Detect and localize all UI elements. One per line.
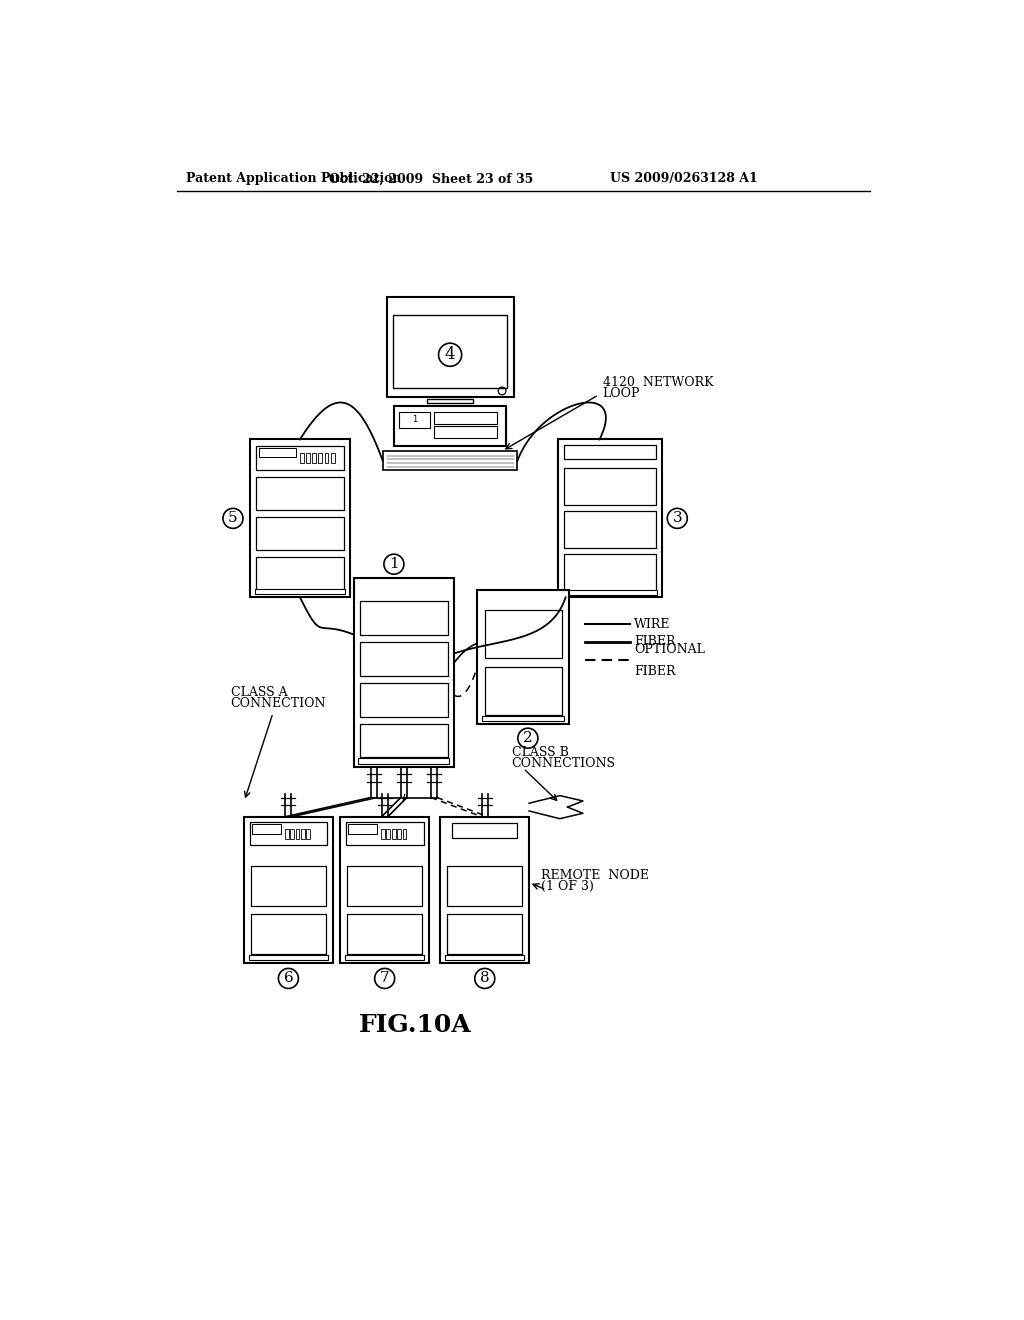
Text: REMOTE  NODE: REMOTE NODE bbox=[541, 869, 649, 882]
Text: 1: 1 bbox=[389, 557, 398, 572]
Bar bbox=[447, 913, 522, 954]
Text: CLASS B: CLASS B bbox=[512, 746, 568, 759]
Bar bbox=[482, 715, 564, 721]
Text: 1: 1 bbox=[412, 416, 417, 425]
Bar bbox=[345, 954, 424, 960]
Bar bbox=[251, 913, 326, 954]
Bar bbox=[447, 866, 522, 906]
Bar bbox=[360, 723, 447, 758]
Bar bbox=[347, 913, 422, 954]
Bar bbox=[251, 866, 326, 906]
Text: Oct. 22, 2009  Sheet 23 of 35: Oct. 22, 2009 Sheet 23 of 35 bbox=[329, 173, 532, 185]
Bar bbox=[256, 446, 344, 470]
Bar bbox=[306, 829, 310, 840]
Bar bbox=[399, 412, 430, 428]
Bar bbox=[301, 829, 305, 840]
Bar bbox=[249, 954, 328, 960]
Bar bbox=[564, 445, 655, 459]
Bar bbox=[387, 297, 514, 397]
Text: 8: 8 bbox=[480, 972, 489, 986]
Bar bbox=[440, 817, 529, 964]
Bar bbox=[393, 314, 508, 388]
Text: 6: 6 bbox=[284, 972, 293, 986]
Bar bbox=[346, 822, 424, 845]
Text: 4: 4 bbox=[444, 346, 456, 363]
Bar bbox=[477, 590, 569, 725]
Bar bbox=[564, 511, 655, 548]
Text: CONNECTIONS: CONNECTIONS bbox=[512, 756, 615, 770]
Bar bbox=[252, 825, 282, 834]
Bar bbox=[360, 642, 447, 676]
Text: FIG.10A: FIG.10A bbox=[359, 1012, 472, 1036]
Bar bbox=[256, 477, 344, 510]
Bar bbox=[300, 453, 304, 463]
Bar bbox=[347, 866, 422, 906]
Text: (1 OF 3): (1 OF 3) bbox=[541, 880, 594, 892]
Bar bbox=[562, 590, 657, 595]
Bar bbox=[394, 405, 506, 446]
Bar bbox=[558, 440, 662, 598]
Bar bbox=[386, 829, 390, 840]
Bar bbox=[256, 557, 344, 590]
Text: WIRE: WIRE bbox=[634, 618, 671, 631]
Text: 4120  NETWORK: 4120 NETWORK bbox=[602, 376, 713, 389]
Bar bbox=[250, 822, 328, 845]
Bar bbox=[381, 829, 385, 840]
Bar bbox=[348, 825, 378, 834]
Bar bbox=[318, 453, 323, 463]
Bar bbox=[312, 453, 316, 463]
Text: OPTIONAL: OPTIONAL bbox=[634, 643, 705, 656]
Bar bbox=[354, 578, 454, 767]
Text: 2: 2 bbox=[523, 731, 532, 746]
Text: CLASS A: CLASS A bbox=[230, 686, 288, 700]
Text: US 2009/0263128 A1: US 2009/0263128 A1 bbox=[609, 173, 758, 185]
Text: 7: 7 bbox=[380, 972, 389, 986]
Bar bbox=[255, 589, 345, 594]
Bar bbox=[360, 601, 447, 635]
Text: 5: 5 bbox=[228, 511, 238, 525]
Bar bbox=[244, 817, 333, 964]
Bar bbox=[402, 829, 407, 840]
Bar bbox=[256, 517, 344, 549]
Text: 3: 3 bbox=[673, 511, 682, 525]
Text: LOOP: LOOP bbox=[602, 387, 640, 400]
Bar bbox=[564, 554, 655, 591]
Bar bbox=[360, 682, 447, 717]
Bar bbox=[331, 453, 335, 463]
Bar bbox=[259, 447, 296, 457]
Bar bbox=[434, 412, 497, 424]
Bar bbox=[290, 829, 294, 840]
Bar bbox=[306, 453, 310, 463]
Text: Patent Application Publication: Patent Application Publication bbox=[186, 173, 401, 185]
Bar bbox=[340, 817, 429, 964]
Bar bbox=[484, 668, 562, 715]
Bar bbox=[452, 822, 517, 838]
Bar bbox=[434, 426, 497, 438]
Bar bbox=[383, 451, 517, 470]
Bar bbox=[397, 829, 401, 840]
Text: FIBER: FIBER bbox=[634, 635, 676, 648]
Bar bbox=[250, 440, 350, 598]
Bar bbox=[445, 954, 524, 960]
Bar bbox=[358, 758, 450, 763]
Bar bbox=[285, 829, 289, 840]
Bar bbox=[392, 829, 395, 840]
Bar bbox=[296, 829, 299, 840]
Bar bbox=[484, 610, 562, 659]
Bar bbox=[325, 453, 329, 463]
Text: CONNECTION: CONNECTION bbox=[230, 697, 327, 710]
Text: FIBER: FIBER bbox=[634, 665, 676, 678]
Bar bbox=[564, 469, 655, 506]
Bar bbox=[427, 399, 473, 404]
